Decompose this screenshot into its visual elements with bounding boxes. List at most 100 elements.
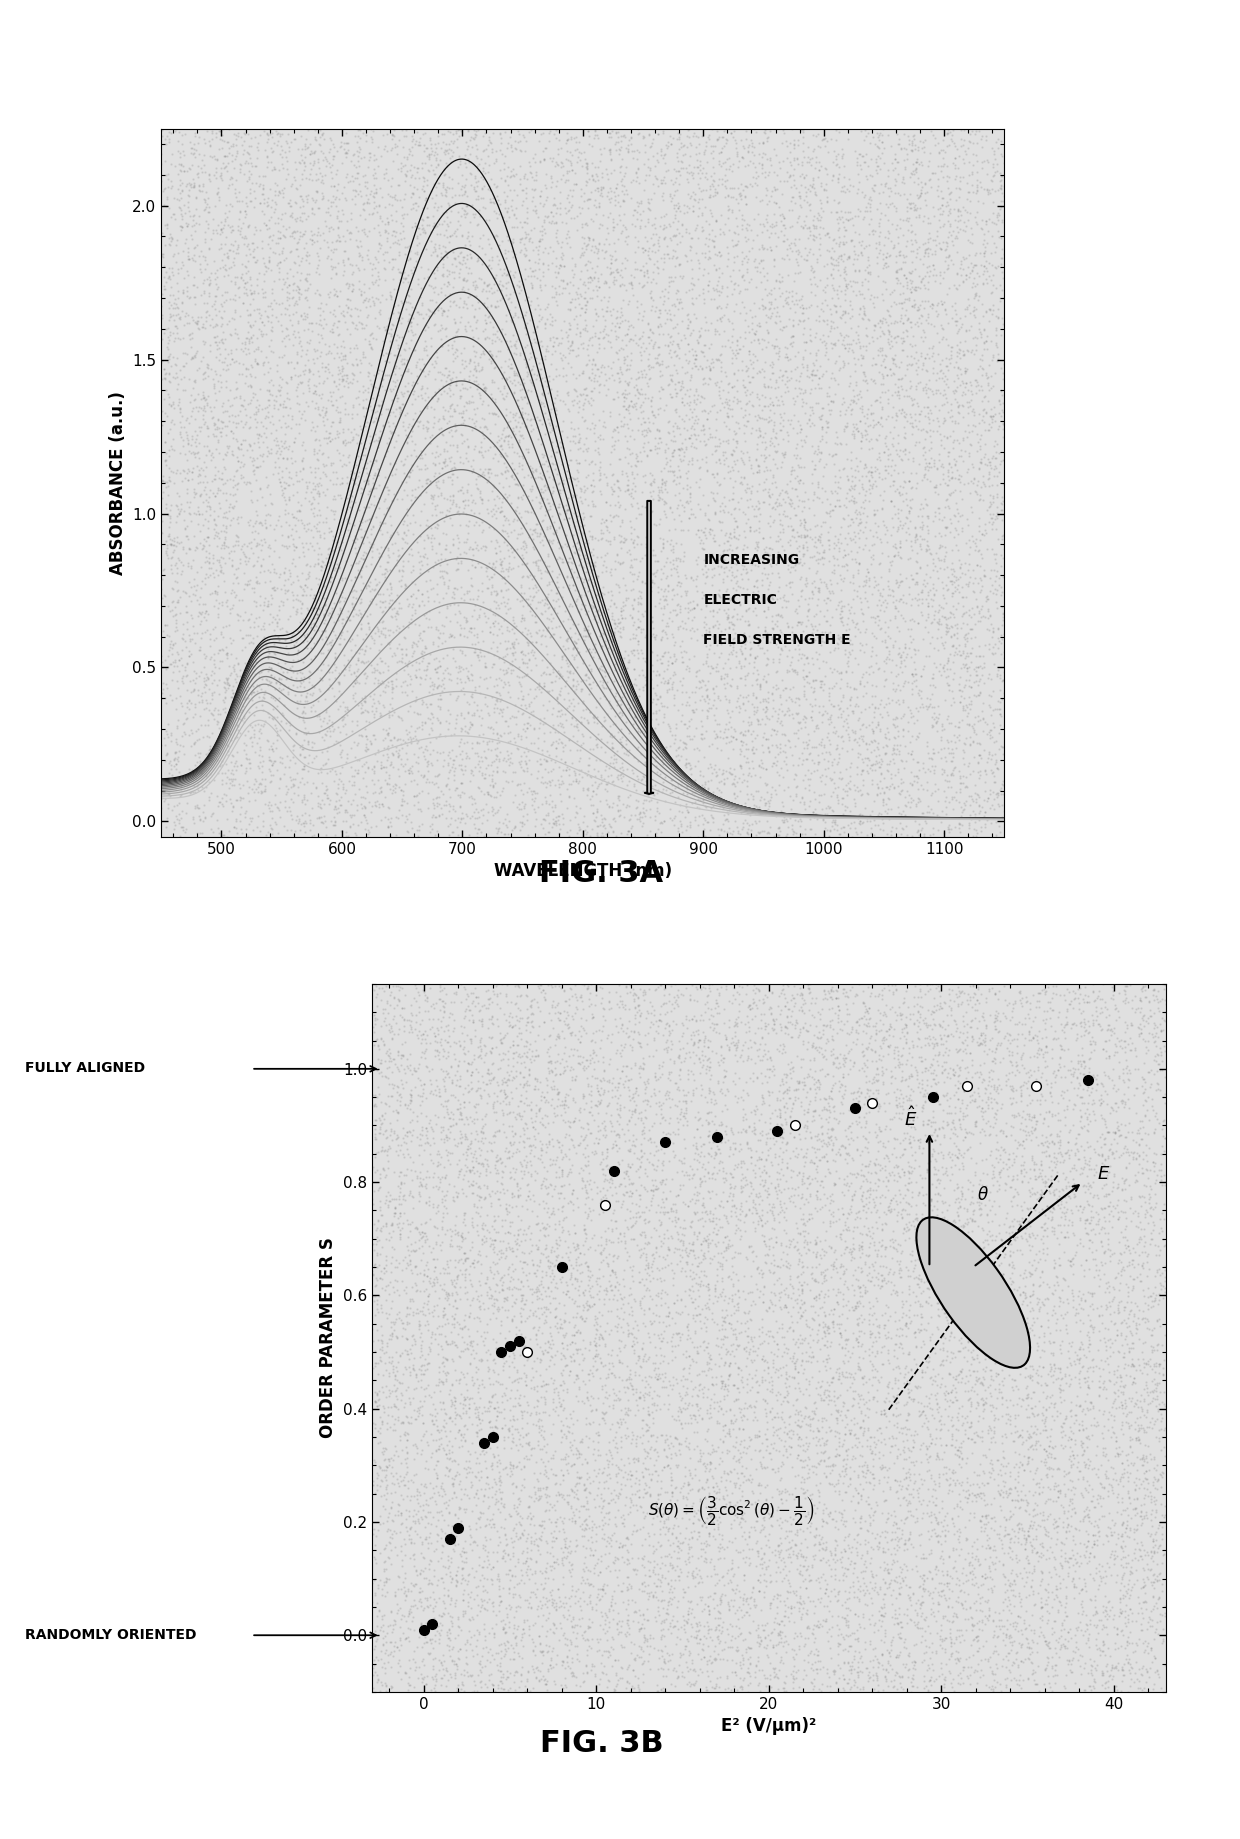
Point (500, 743, 520, 772)
Point (802, 691, 822, 721)
Point (277, 368, 296, 397)
Point (501, 305, 521, 335)
Point (973, 259, 993, 289)
Point (480, 1407, 500, 1436)
Point (681, 811, 701, 840)
Point (501, 655, 521, 684)
Point (445, 1462, 465, 1491)
Point (238, 622, 258, 651)
Point (951, 1366, 971, 1396)
Point (1135, 1567, 1154, 1596)
Point (450, 804, 470, 833)
Point (753, 151, 773, 180)
Point (645, 1547, 665, 1576)
Point (835, 1238, 854, 1267)
Point (165, 566, 185, 596)
Point (492, 1028, 512, 1057)
Point (614, 1569, 634, 1598)
Point (774, 118, 794, 147)
Point (755, 1385, 775, 1414)
Point (694, 1160, 714, 1190)
Point (1156, 1063, 1176, 1092)
Point (187, 309, 207, 338)
Point (538, 1087, 558, 1116)
Point (915, 612, 935, 642)
Point (458, 1381, 477, 1411)
Point (851, 1501, 870, 1530)
Point (1105, 991, 1125, 1021)
Point (516, 351, 536, 381)
Point (572, 508, 591, 537)
Point (776, 276, 796, 305)
Point (725, 1171, 745, 1201)
Point (482, 572, 502, 601)
Point (794, 533, 813, 563)
Point (532, 736, 552, 765)
Point (397, 1254, 417, 1284)
Point (316, 771, 336, 800)
Point (1022, 1315, 1042, 1344)
Point (999, 1217, 1019, 1247)
Point (655, 1427, 675, 1456)
Point (577, 210, 596, 239)
Point (714, 131, 734, 160)
Point (1105, 1600, 1125, 1629)
Point (1115, 977, 1135, 1006)
Point (388, 743, 408, 772)
Point (782, 160, 802, 189)
Point (342, 423, 362, 452)
Point (980, 487, 999, 517)
Point (944, 756, 963, 785)
Point (492, 1045, 512, 1074)
Point (463, 1429, 482, 1458)
Point (202, 657, 222, 686)
Point (1017, 1091, 1037, 1120)
Point (910, 193, 930, 223)
Point (712, 259, 732, 289)
Point (675, 379, 694, 408)
Point (745, 302, 765, 331)
Point (660, 211, 680, 241)
Point (1091, 1089, 1111, 1118)
Point (1085, 1155, 1105, 1184)
Point (1004, 1320, 1024, 1350)
Point (471, 1583, 491, 1613)
Point (512, 721, 532, 750)
Point (900, 999, 920, 1028)
Point (1114, 1543, 1133, 1572)
Point (334, 371, 353, 401)
Point (310, 292, 330, 322)
Point (1019, 1401, 1039, 1431)
Point (568, 669, 588, 699)
Point (728, 1354, 748, 1383)
Point (852, 1451, 872, 1480)
Point (998, 1160, 1018, 1190)
Point (351, 276, 371, 305)
Point (1065, 1545, 1085, 1574)
Point (817, 412, 837, 441)
Point (461, 1170, 481, 1199)
Point (787, 1420, 807, 1449)
Point (802, 1304, 822, 1333)
Point (496, 1039, 516, 1068)
Point (663, 169, 683, 199)
Point (259, 653, 279, 682)
Point (724, 1190, 744, 1219)
Point (889, 1434, 909, 1464)
Point (284, 629, 304, 658)
Point (449, 500, 469, 530)
Point (1047, 1455, 1066, 1484)
Point (257, 432, 277, 462)
Point (285, 552, 305, 581)
Point (377, 493, 397, 522)
Point (866, 1572, 885, 1602)
Point (466, 585, 486, 614)
Point (684, 1331, 704, 1361)
Point (372, 1440, 392, 1469)
Point (841, 592, 861, 622)
Point (471, 1230, 491, 1260)
Point (1070, 1225, 1090, 1254)
Point (228, 502, 248, 531)
Point (565, 587, 585, 616)
Point (663, 1319, 683, 1348)
